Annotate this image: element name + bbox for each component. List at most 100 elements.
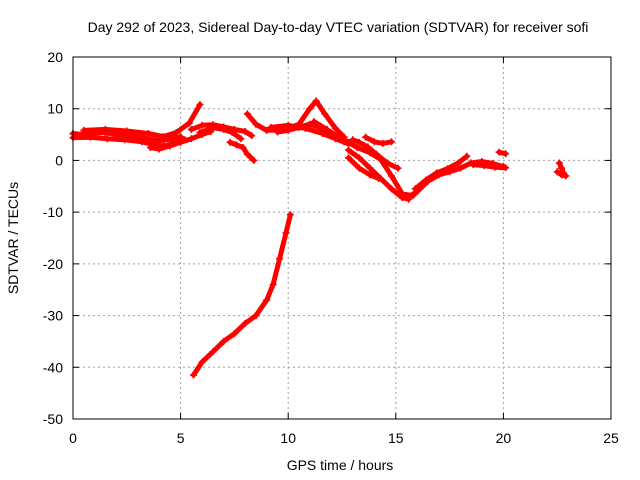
data-point [241,127,249,135]
data-point [334,133,342,141]
data-point [443,165,451,173]
data-point [230,330,238,338]
data-point [237,135,245,143]
data-point [121,136,129,144]
data-point [306,105,314,113]
data-point [349,136,357,144]
data-point [172,129,180,137]
data-point [103,135,111,143]
data-point [422,176,430,184]
data-point [243,110,251,118]
data-point [196,129,204,137]
data-point [310,118,318,126]
x-axis-label: GPS time / hours [287,457,394,473]
data-point [355,138,363,146]
data-point [276,255,284,263]
data-point [267,123,275,131]
data-point [332,124,340,132]
data-point [209,124,217,132]
data-point [155,145,163,153]
data-point [362,133,370,141]
y-axis-label: SDTVAR / TECUs [5,182,21,294]
data-point [372,150,380,158]
data-point [502,150,510,158]
data-point [138,138,146,146]
data-series-arc-15 [363,134,394,146]
data-point [252,120,260,128]
data-point [284,121,292,129]
data-series-arc-21 [191,212,293,378]
data-point [387,172,395,180]
data-point [319,130,327,138]
data-point [411,185,419,193]
axis-ticks [72,56,612,420]
data-point [187,135,195,143]
data-point [364,143,372,151]
data-point [323,125,331,133]
data-point [196,101,204,109]
data-point [282,229,290,237]
data-point [190,371,198,379]
x-tick-label: 20 [496,430,512,446]
data-point [433,169,441,177]
data-point [101,125,109,133]
data-point [301,124,309,132]
y-tick-label: -50 [43,411,63,427]
data-point [177,138,185,146]
data-point [198,358,206,366]
data-point [241,319,249,327]
data-series-arc-18 [470,162,509,171]
y-tick-label: -20 [43,256,63,272]
data-point [355,164,363,172]
data-point [387,185,395,193]
data-point [398,194,406,202]
y-tick-label: -40 [43,359,63,375]
data-point [353,144,361,151]
data-point [123,127,131,135]
x-tick-labels: 0 5 10 15 20 25 [69,430,619,446]
data-point [558,164,566,172]
plot-frame [72,56,612,420]
data-point [366,171,374,179]
y-tick-label: 10 [47,101,63,117]
data-point [379,139,387,147]
data-point [344,138,352,146]
data-point [321,110,329,118]
data-point [454,159,462,167]
data-series-arc-11 [311,119,416,199]
data-point [166,142,174,150]
data-point [344,154,352,162]
data-point [243,150,251,158]
data-series-arc-3 [81,102,203,140]
data-point [469,161,477,169]
data-point [375,175,383,183]
y-tick-label: -10 [43,204,63,220]
y-tick-labels: -50 -40 -30 -20 -10 0 10 20 [43,49,63,427]
data-point [269,281,277,289]
data-point [198,121,206,129]
data-point [366,164,374,172]
data-point [187,125,195,133]
data-point [562,172,570,180]
x-tick-label: 10 [280,430,296,446]
data-series-arc-17 [412,153,470,192]
data-point [370,138,378,146]
data-point [228,129,236,137]
data-point [491,163,499,171]
data-point [387,138,395,146]
data-point [220,125,228,133]
data-point [480,162,488,170]
data-point [405,193,413,201]
data-point [80,126,88,134]
data-point [263,126,271,134]
data-point [555,159,563,167]
chart-title: Day 292 of 2023, Sidereal Day-to-day VTE… [88,19,589,35]
data-point [144,130,152,138]
data-point [463,152,471,160]
data-series-arc-14 [346,155,382,181]
data-point [263,296,271,304]
data-point [248,132,256,140]
data-point [306,120,314,128]
x-tick-label: 25 [603,430,619,446]
